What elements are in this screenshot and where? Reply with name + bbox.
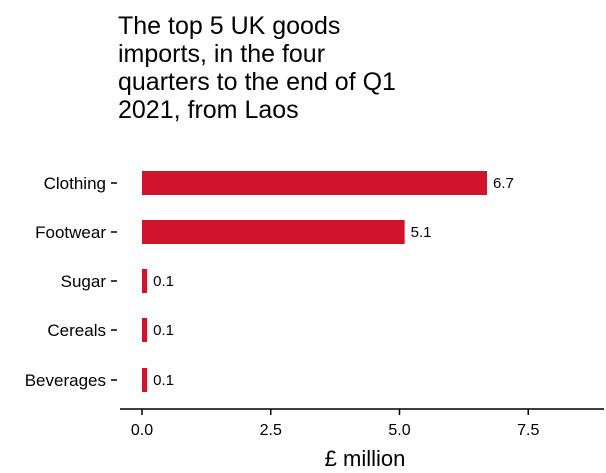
data-label: 0.1	[153, 372, 174, 389]
chart-title-line: imports, in the four	[118, 40, 326, 68]
bar-footwear	[142, 220, 405, 244]
x-axis-title: £ million	[325, 446, 406, 471]
x-tick-label: 7.5	[517, 422, 539, 439]
x-tick-label: 0.0	[131, 422, 153, 439]
bar-sugar	[142, 269, 148, 293]
y-tick-label: Sugar	[61, 272, 107, 291]
chart-title-line: quarters to the end of Q1	[118, 68, 396, 96]
y-tick-label: Clothing	[44, 174, 106, 193]
chart-title-line: 2021, from Laos	[118, 96, 299, 124]
y-tick-label: Footwear	[35, 223, 106, 242]
data-label: 5.1	[411, 224, 432, 241]
data-label: 0.1	[153, 322, 174, 339]
data-label: 0.1	[153, 273, 174, 290]
x-tick-label: 5.0	[388, 422, 410, 439]
bar-beverages	[142, 368, 148, 392]
x-tick-label: 2.5	[260, 422, 282, 439]
bars-layer: 6.7 5.1 0.1 0.1 0.1	[142, 171, 514, 392]
x-axis: 0.0 2.5 5.0 7.5	[120, 408, 604, 439]
bar-clothing	[142, 171, 488, 195]
data-label: 6.7	[493, 175, 514, 192]
chart-title-line: The top 5 UK goods	[118, 12, 341, 40]
y-axis: Clothing Footwear Sugar Cereals Beverages	[25, 174, 117, 390]
y-tick-label: Cereals	[47, 321, 106, 340]
bar-cereals	[142, 318, 148, 342]
y-tick-label: Beverages	[25, 371, 106, 390]
chart-title: The top 5 UK goods imports, in the four …	[118, 12, 538, 124]
